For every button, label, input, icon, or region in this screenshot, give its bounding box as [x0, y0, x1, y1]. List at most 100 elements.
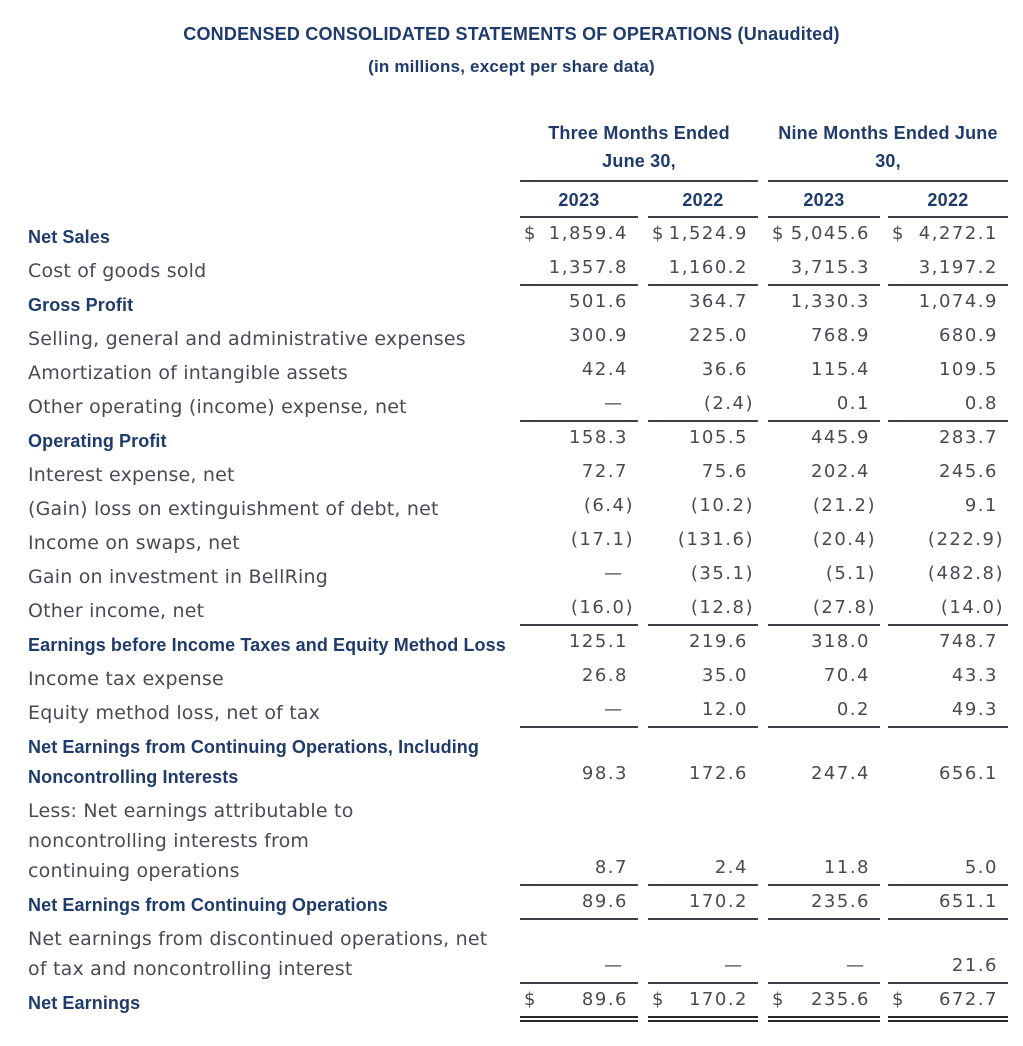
- value-cell: 225.0: [648, 324, 758, 354]
- label-column-spacer: [28, 119, 520, 182]
- table-row: Other operating (income) expense, net — (2…: [28, 392, 1008, 422]
- value-cell: 115.4: [768, 358, 880, 388]
- value-cell: 283.7: [888, 426, 1008, 456]
- value: 3,197.2: [918, 257, 998, 278]
- value: 245.6: [938, 461, 998, 482]
- row-label: Income tax expense: [28, 668, 224, 690]
- value: 9.1: [964, 495, 998, 516]
- row-label-cell: Interest expense, net: [28, 460, 520, 490]
- row-label-cell: Gross Profit: [28, 290, 520, 320]
- value: 43.3: [951, 665, 998, 686]
- table-row: Net earnings from discontinued operation…: [28, 924, 1008, 984]
- value: 12.0: [701, 699, 748, 720]
- value: (35.1): [690, 563, 754, 584]
- value: 202.4: [810, 461, 870, 482]
- value-cell: (16.0): [520, 596, 638, 626]
- row-label-cell: Selling, general and administrative expe…: [28, 324, 520, 354]
- value: 1,357.8: [548, 257, 628, 278]
- value: 158.3: [568, 427, 628, 448]
- statement-subtitle: (in millions, except per share data): [368, 57, 655, 76]
- row-label-cell: Less: Net earnings attributable to nonco…: [28, 796, 520, 886]
- value: 115.4: [810, 359, 870, 380]
- value-cell: 219.6: [648, 630, 758, 660]
- value-cell: 318.0: [768, 630, 880, 660]
- table-row: Selling, general and administrative expe…: [28, 324, 1008, 354]
- value-cell: $89.6: [520, 988, 638, 1022]
- column-gap: [758, 182, 768, 218]
- value-cell: 247.4: [768, 762, 880, 792]
- value-cell: 768.9: [768, 324, 880, 354]
- value-cell: 364.7: [648, 290, 758, 320]
- label-column-spacer: [28, 182, 520, 218]
- row-label-cell: Equity method loss, net of tax: [28, 698, 520, 728]
- value-cell: 170.2: [648, 890, 758, 920]
- statement-page: CONDENSED CONSOLIDATED STATEMENTS OF OPE…: [28, 24, 1008, 1022]
- row-label: Net Sales: [28, 227, 110, 247]
- table-row: Interest expense, net 72.7 75.6 202.4 245.6: [28, 460, 1008, 490]
- table-row: Net Earnings from Continuing Operations 8…: [28, 890, 1008, 920]
- row-label-cell: Operating Profit: [28, 426, 520, 456]
- value: 5,045.6: [790, 223, 870, 244]
- row-label: Earnings before Income Taxes and Equity …: [28, 635, 506, 655]
- row-label-cell: Earnings before Income Taxes and Equity …: [28, 630, 520, 660]
- value: 748.7: [938, 631, 998, 652]
- value: 656.1: [938, 763, 998, 784]
- value: 283.7: [938, 427, 998, 448]
- period-group-three-months: Three Months Ended June 30,: [520, 119, 758, 182]
- value-cell: 26.8: [520, 664, 638, 694]
- value: —: [604, 955, 622, 976]
- value: 445.9: [810, 427, 870, 448]
- year-header: 2022: [888, 182, 1008, 218]
- value: 8.7: [594, 857, 628, 878]
- value-cell: $1,859.4: [520, 222, 638, 252]
- value: 172.6: [688, 763, 748, 784]
- value: (12.8): [690, 597, 754, 618]
- table-row: Income tax expense 26.8 35.0 70.4 43.3: [28, 664, 1008, 694]
- value: 125.1: [568, 631, 628, 652]
- value: 3,715.3: [790, 257, 870, 278]
- value-cell: 2.4: [648, 856, 758, 886]
- value-cell: 651.1: [888, 890, 1008, 920]
- value: 672.7: [938, 989, 998, 1010]
- value: 170.2: [688, 891, 748, 912]
- row-label-cell: Income tax expense: [28, 664, 520, 694]
- value-cell: 42.4: [520, 358, 638, 388]
- value-cell: 49.3: [888, 698, 1008, 728]
- value: 651.1: [938, 891, 998, 912]
- value: —: [724, 955, 742, 976]
- value: 0.2: [836, 699, 870, 720]
- value: (482.8): [927, 563, 1004, 584]
- value-cell: 172.6: [648, 762, 758, 792]
- value-cell: —: [520, 698, 638, 728]
- table-row: Amortization of intangible assets 42.4 36.…: [28, 358, 1008, 388]
- value-cell: $4,272.1: [888, 222, 1008, 252]
- period-group-nine-months: Nine Months Ended June 30,: [768, 119, 1008, 182]
- value: 2.4: [714, 857, 748, 878]
- value-cell: 12.0: [648, 698, 758, 728]
- value-cell: 8.7: [520, 856, 638, 886]
- value: 89.6: [581, 989, 628, 1010]
- period-group-label: Nine Months Ended June 30,: [778, 123, 998, 171]
- value-cell: 89.6: [520, 890, 638, 920]
- value: 36.6: [701, 359, 748, 380]
- value-cell: —: [520, 562, 638, 592]
- value: 21.6: [951, 955, 998, 976]
- value-cell: (21.2): [768, 494, 880, 524]
- row-label: Net earnings from discontinued operation…: [28, 928, 488, 980]
- row-label-cell: Income on swaps, net: [28, 528, 520, 558]
- value: 75.6: [701, 461, 748, 482]
- value-cell: (20.4): [768, 528, 880, 558]
- row-label: Income on swaps, net: [28, 532, 240, 554]
- statement-title: CONDENSED CONSOLIDATED STATEMENTS OF OPE…: [183, 24, 840, 44]
- table-row: Income on swaps, net (17.1) (131.6) (20.4) (…: [28, 528, 1008, 558]
- value-cell: 109.5: [888, 358, 1008, 388]
- value: 72.7: [581, 461, 628, 482]
- row-label: Cost of goods sold: [28, 260, 207, 282]
- value: (6.4): [583, 495, 634, 516]
- row-label: (Gain) loss on extinguishment of debt, n…: [28, 498, 439, 520]
- value: (17.1): [570, 529, 634, 550]
- value: 235.6: [810, 891, 870, 912]
- row-label: Net Earnings from Continuing Operations: [28, 895, 388, 915]
- value-cell: 98.3: [520, 762, 638, 792]
- row-label: Other income, net: [28, 600, 205, 622]
